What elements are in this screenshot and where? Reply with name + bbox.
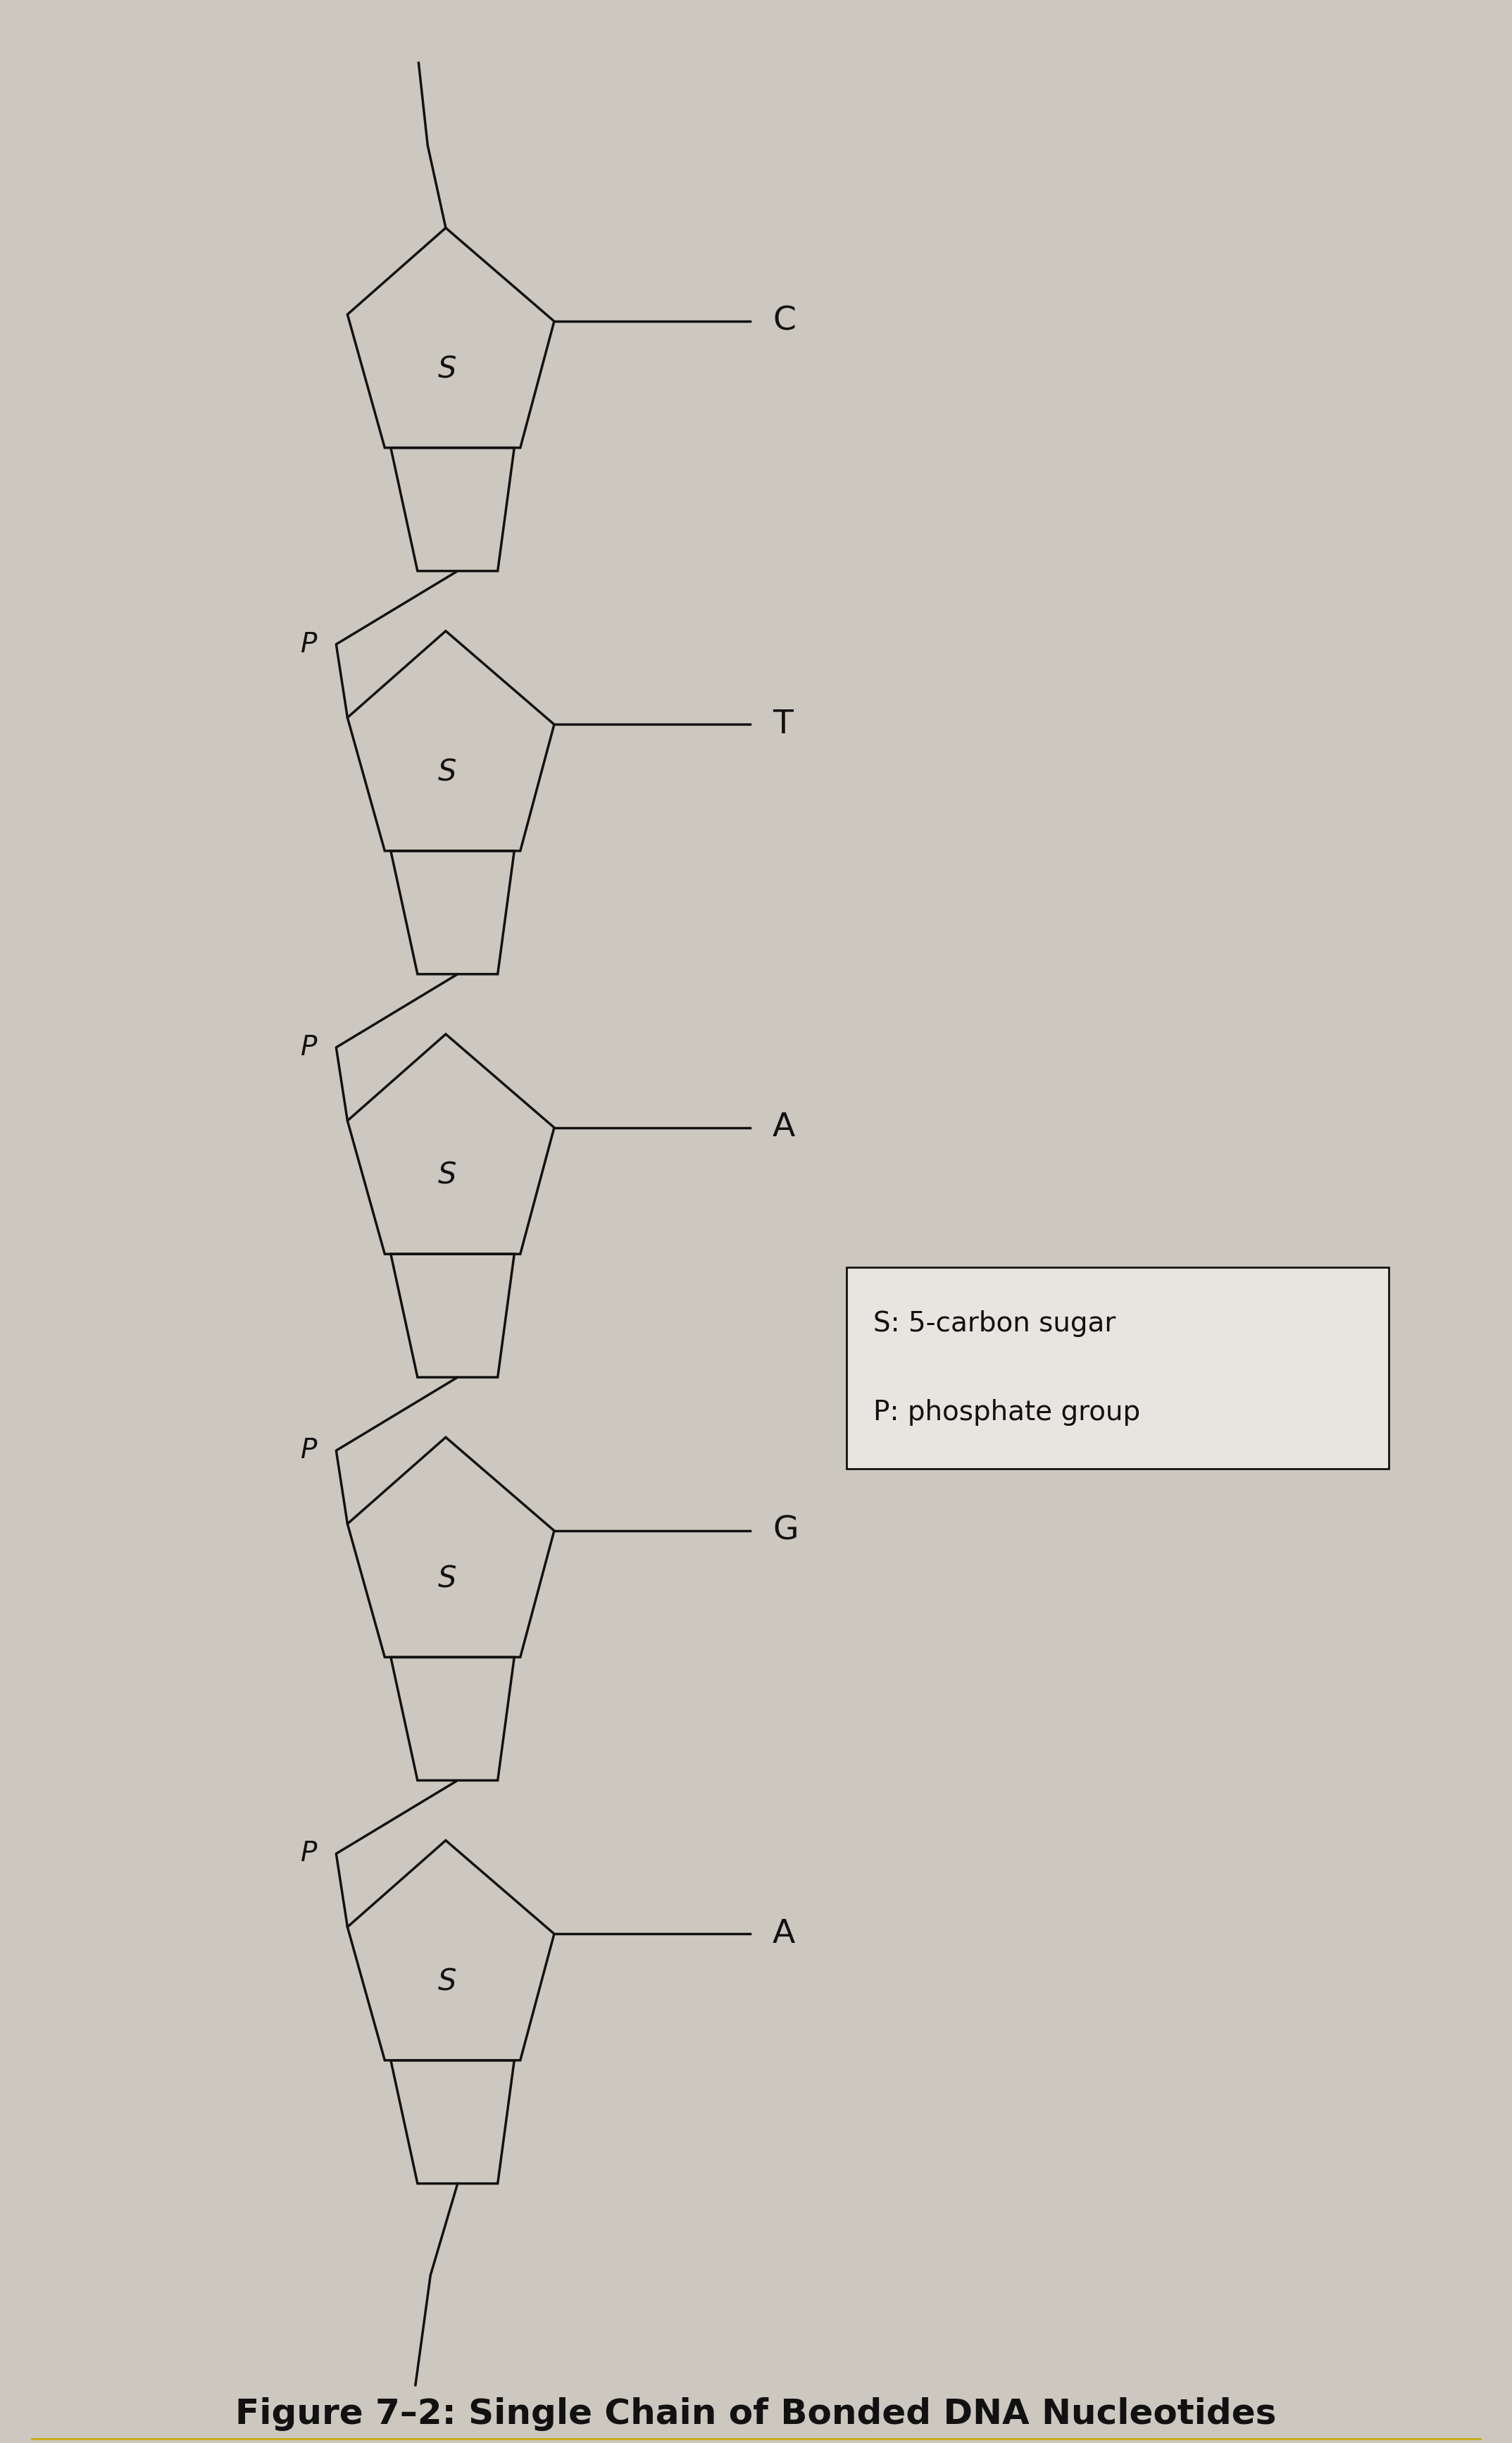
- Text: A: A: [773, 1112, 795, 1143]
- Text: S: S: [438, 1160, 457, 1190]
- Text: G: G: [773, 1515, 798, 1546]
- Text: C: C: [773, 305, 795, 337]
- Text: P: P: [301, 630, 318, 657]
- Text: A: A: [773, 1918, 795, 1950]
- Text: S: S: [438, 354, 457, 384]
- Text: T: T: [773, 708, 792, 740]
- Text: P: P: [301, 1436, 318, 1463]
- Text: S: S: [438, 757, 457, 787]
- Text: S: S: [438, 1967, 457, 1996]
- Text: Figure 7–2: Single Chain of Bonded DNA Nucleotides: Figure 7–2: Single Chain of Bonded DNA N…: [236, 2397, 1276, 2431]
- Text: P: P: [301, 1840, 318, 1866]
- Text: S: 5-carbon sugar: S: 5-carbon sugar: [874, 1309, 1116, 1336]
- Text: P: P: [301, 1033, 318, 1060]
- Text: S: S: [438, 1564, 457, 1593]
- Text: P: phosphate group: P: phosphate group: [874, 1400, 1140, 1427]
- FancyBboxPatch shape: [847, 1268, 1388, 1468]
